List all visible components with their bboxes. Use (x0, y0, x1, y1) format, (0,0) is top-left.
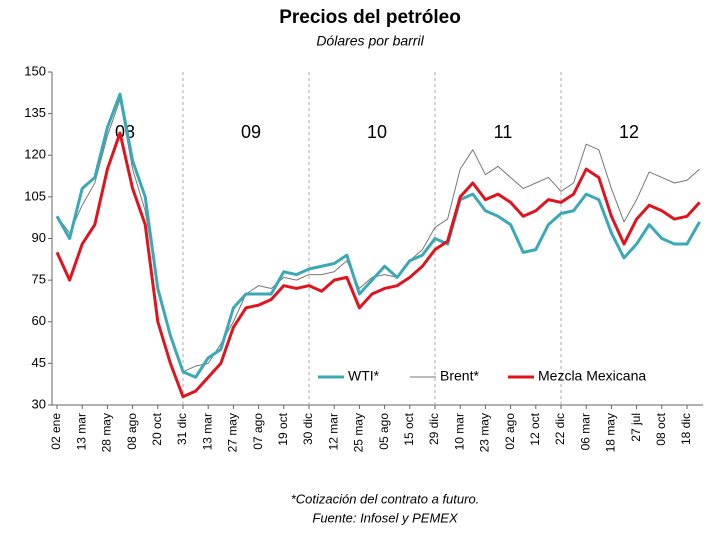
x-tick-label: 19 oct (276, 412, 290, 445)
x-tick-label: 28 may (100, 413, 114, 452)
y-tick-label: 75 (32, 272, 46, 287)
x-tick-label: 30 dic (301, 413, 315, 445)
series-line (55, 92, 701, 379)
year-label: 12 (619, 122, 639, 142)
x-tick-label: 31 dic (175, 413, 189, 445)
legend-label: Brent* (440, 368, 479, 384)
x-tick-label: 18 dic (679, 413, 693, 445)
x-tick-label: 12 mar (326, 413, 340, 450)
x-tick-label: 13 mar (74, 413, 88, 450)
x-tick-label: 20 oct (150, 412, 164, 445)
x-tick-label: 02 ene (49, 413, 63, 450)
x-tick-label: 05 ago (377, 413, 391, 450)
year-label: 10 (367, 122, 387, 142)
chart-subtitle: Dólares por barril (316, 33, 424, 49)
x-tick-label: 07 ago (251, 413, 265, 450)
x-tick-label: 15 oct (402, 412, 416, 445)
x-tick-label: 23 may (478, 413, 492, 452)
x-tick-label: 10 mar (452, 413, 466, 450)
year-label: 09 (241, 122, 261, 142)
y-tick-label: 150 (24, 63, 46, 78)
year-label: 11 (494, 122, 513, 142)
x-tick-label: 22 dic (553, 413, 567, 445)
series-line (55, 131, 701, 399)
y-tick-label: 90 (32, 230, 46, 245)
x-tick-label: 27 may (226, 413, 240, 452)
y-tick-label: 120 (24, 147, 46, 162)
chart-title: Precios del petróleo (279, 7, 461, 28)
y-tick-label: 135 (24, 105, 46, 120)
x-tick-label: 13 mar (200, 413, 214, 450)
y-tick-label: 45 (32, 355, 46, 370)
y-tick-label: 30 (32, 396, 46, 411)
y-tick-label: 105 (24, 188, 46, 203)
legend-label: WTI* (348, 368, 380, 384)
y-tick-label: 60 (32, 313, 46, 328)
legend-label: Mezcla Mexicana (538, 368, 646, 384)
x-tick-label: 29 dic (427, 413, 441, 445)
x-tick-label: 12 oct (528, 412, 542, 445)
x-tick-label: 08 ago (125, 413, 139, 450)
x-tick-label: 06 mar (578, 413, 592, 450)
x-tick-label: 27 jul (629, 413, 643, 442)
x-tick-label: 25 may (352, 413, 366, 452)
x-tick-label: 18 may (604, 413, 618, 452)
x-tick-label: 02 ago (503, 413, 517, 450)
footnote: Fuente: Infosel y PEMEX (312, 510, 459, 525)
x-tick-label: 08 oct (654, 412, 668, 445)
footnote: *Cotización del contrato a futuro. (291, 491, 480, 506)
